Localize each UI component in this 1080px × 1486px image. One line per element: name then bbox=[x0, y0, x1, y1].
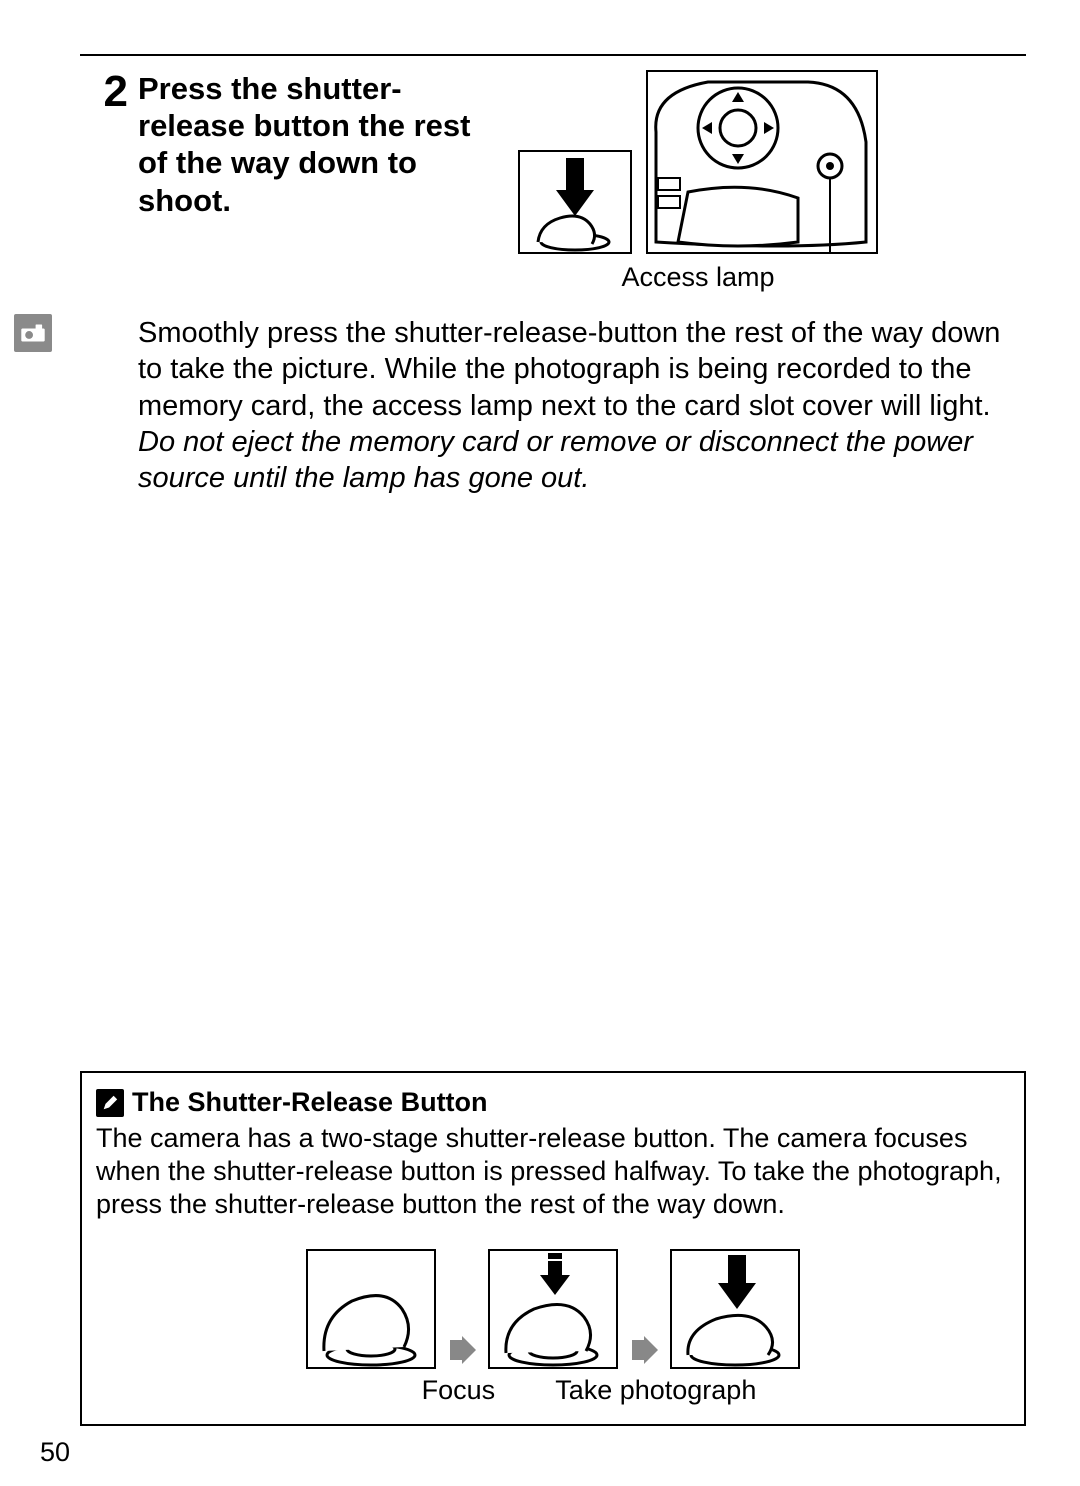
pencil-icon bbox=[96, 1089, 124, 1117]
step-header-row: 2 Press the shutter-release button the r… bbox=[84, 70, 1026, 293]
figure-stage-fullpress bbox=[670, 1249, 800, 1369]
step-number: 2 bbox=[84, 70, 128, 114]
note-title-row: The Shutter-Release Button bbox=[96, 1087, 1010, 1118]
step-figures: Access lamp bbox=[518, 70, 878, 293]
page-top-rule bbox=[80, 54, 1026, 56]
arrow-right-icon bbox=[630, 1336, 658, 1369]
figure-shutter-press bbox=[518, 150, 632, 254]
label-take-photograph: Take photograph bbox=[555, 1375, 756, 1406]
step-body-italic: Do not eject the memory card or remove o… bbox=[138, 426, 973, 494]
figure-row bbox=[518, 70, 878, 254]
page-number: 50 bbox=[40, 1437, 70, 1468]
shutter-press-icon bbox=[520, 152, 630, 252]
arrow-right-icon bbox=[448, 1336, 476, 1369]
step-block: 2 Press the shutter-release button the r… bbox=[84, 70, 1026, 496]
label-focus: Focus bbox=[422, 1375, 496, 1406]
note-box: The Shutter-Release Button The camera ha… bbox=[80, 1071, 1026, 1426]
note-title: The Shutter-Release Button bbox=[132, 1087, 488, 1118]
figure-camera-rear bbox=[646, 70, 878, 254]
step-head-wrap: Press the shutter-release button the res… bbox=[138, 70, 1026, 293]
figure-stage-halfpress bbox=[488, 1249, 618, 1369]
camera-rear-icon bbox=[648, 72, 876, 252]
finger-hover-icon bbox=[308, 1251, 434, 1367]
section-tab-icon bbox=[14, 314, 52, 352]
step-title-wrap: Press the shutter-release button the res… bbox=[138, 70, 498, 219]
step-body: Smoothly press the shutter-release-butto… bbox=[138, 315, 1026, 496]
note-body: The camera has a two-stage shutter-relea… bbox=[96, 1122, 1010, 1221]
note-labels: Focus Take photograph bbox=[96, 1375, 1010, 1406]
camera-icon bbox=[20, 323, 46, 343]
finger-halfpress-icon bbox=[490, 1251, 616, 1367]
step-title: Press the shutter-release button the res… bbox=[138, 70, 498, 219]
figure-stage-hover bbox=[306, 1249, 436, 1369]
finger-fullpress-icon bbox=[672, 1251, 798, 1367]
figure-caption: Access lamp bbox=[621, 262, 774, 293]
manual-page: 2 Press the shutter-release button the r… bbox=[0, 0, 1080, 1486]
note-diagram bbox=[96, 1249, 1010, 1369]
step-body-text: Smoothly press the shutter-release-butto… bbox=[138, 317, 1000, 422]
